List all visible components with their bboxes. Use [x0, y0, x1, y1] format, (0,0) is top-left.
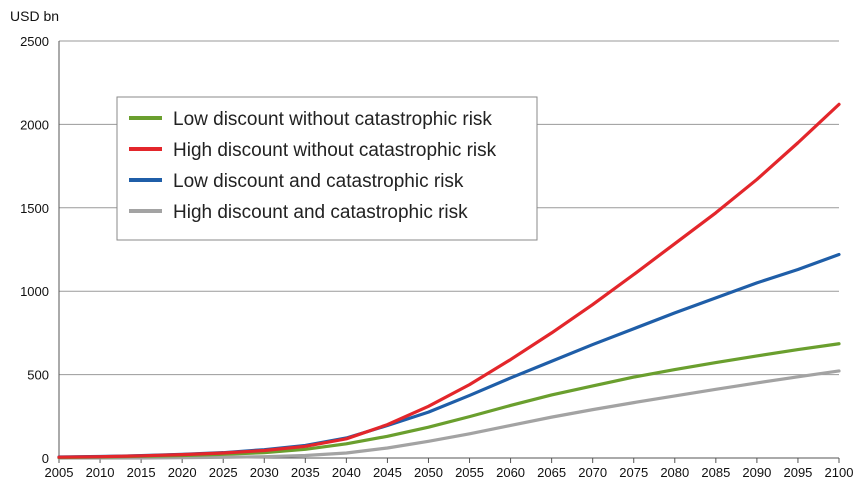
x-tick-label: 2085 [701, 465, 730, 480]
x-tick-label: 2040 [332, 465, 361, 480]
y-tick-label: 2000 [20, 117, 49, 132]
x-tick-label: 2010 [86, 465, 115, 480]
x-tick-label: 2070 [578, 465, 607, 480]
x-tick-label: 2065 [537, 465, 566, 480]
x-tick-label: 2005 [45, 465, 74, 480]
x-tick-label: 2030 [250, 465, 279, 480]
y-axis-unit-label: USD bn [10, 8, 59, 24]
x-tick-label: 2075 [619, 465, 648, 480]
x-tick-label: 2080 [660, 465, 689, 480]
x-tick-label: 2095 [783, 465, 812, 480]
y-axis-ticks: 0 500 1000 1500 2000 2500 [20, 34, 49, 466]
series-line-1 [57, 342, 841, 460]
legend: Low discount without catastrophic risk Hi… [116, 96, 538, 241]
y-tick-label: 1500 [20, 201, 49, 216]
legend-box [116, 96, 538, 241]
y-tick-label: 500 [27, 368, 49, 383]
x-tick-label: 2060 [496, 465, 525, 480]
series-line-2 [57, 102, 841, 459]
y-tick-label: 1000 [20, 284, 49, 299]
x-tick-label: 2090 [742, 465, 771, 480]
x-tick-label: 2035 [291, 465, 320, 480]
x-tick-label: 2100 [825, 465, 854, 480]
legend-label: High discount and catastrophic risk [173, 202, 468, 223]
x-tick-label: 2045 [373, 465, 402, 480]
series-lines [57, 102, 841, 460]
x-tick-label: 2055 [455, 465, 484, 480]
x-tick-label: 2020 [168, 465, 197, 480]
y-tick-label: 0 [42, 451, 49, 466]
x-tick-label: 2050 [414, 465, 443, 480]
series-line-3 [57, 252, 841, 459]
x-tick-label: 2015 [127, 465, 156, 480]
x-tick-label: 2025 [209, 465, 238, 480]
legend-label: Low discount without catastrophic risk [173, 109, 492, 130]
series-line-4 [57, 369, 841, 460]
x-axis-ticks: 2005 2010 2015 2020 2025 2030 2035 2040 2045 2050… [45, 458, 854, 480]
legend-label: High discount without catastrophic risk [173, 140, 497, 161]
y-tick-label: 2500 [20, 34, 49, 49]
legend-label: Low discount and catastrophic risk [173, 171, 464, 192]
